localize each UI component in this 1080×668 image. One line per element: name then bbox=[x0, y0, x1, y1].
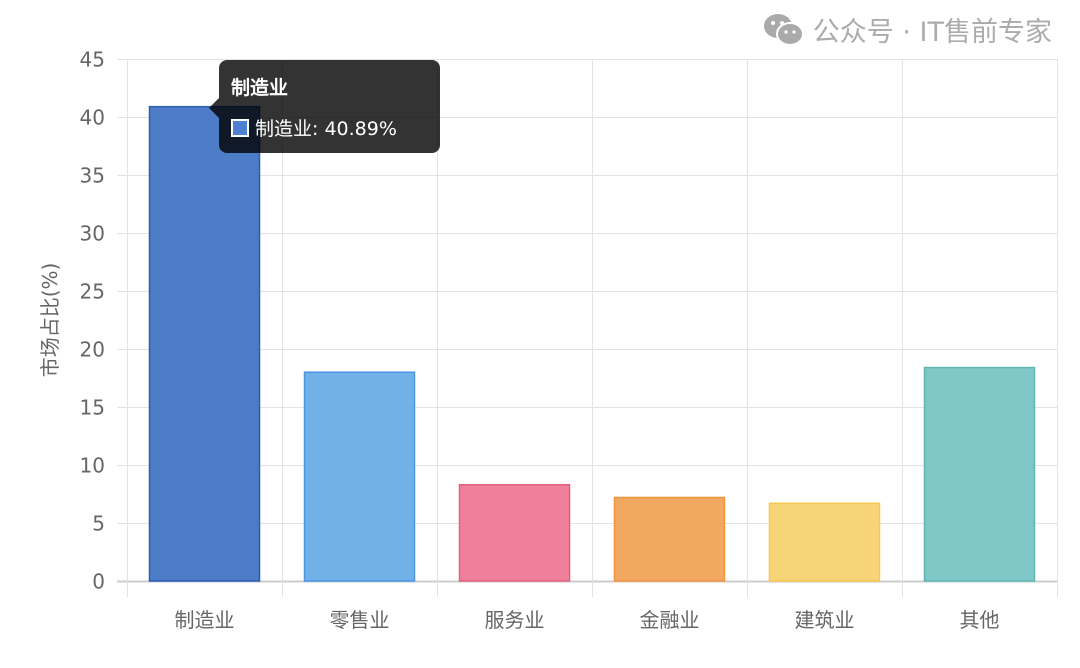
bar-5 bbox=[768, 502, 881, 582]
x-tick-label: 零售业 bbox=[330, 608, 390, 632]
x-tick-label: 建筑业 bbox=[795, 608, 855, 632]
bar-6 bbox=[923, 366, 1036, 582]
y-tick-label: 15 bbox=[80, 396, 105, 420]
tooltip: 制造业 制造业: 40.89% bbox=[209, 60, 440, 153]
x-tick-label: 其他 bbox=[960, 608, 1000, 632]
y-tick-label: 10 bbox=[80, 454, 105, 478]
bar-2 bbox=[303, 371, 416, 582]
tooltip-title: 制造业 bbox=[231, 77, 289, 99]
y-tick-label: 35 bbox=[80, 164, 105, 188]
y-tick-label: 20 bbox=[80, 338, 105, 362]
y-tick-label: 40 bbox=[80, 106, 105, 130]
x-tick-label: 金融业 bbox=[640, 608, 700, 632]
y-tick-label: 25 bbox=[80, 280, 105, 304]
tooltip-body: 制造业: 40.89% bbox=[231, 114, 397, 141]
watermark: 公众号 · IT售前专家 bbox=[763, 10, 1052, 49]
wechat-icon bbox=[763, 13, 804, 46]
bar-1 bbox=[148, 105, 261, 582]
x-tick-label: 服务业 bbox=[485, 608, 545, 632]
bar-3 bbox=[458, 483, 571, 582]
watermark-text: 公众号 · IT售前专家 bbox=[812, 17, 1052, 48]
bar-4 bbox=[613, 496, 726, 582]
y-tick-label: 0 bbox=[92, 570, 105, 594]
tooltip-swatch bbox=[231, 118, 249, 137]
x-tick-label: 制造业 bbox=[175, 608, 235, 632]
y-tick-label: 30 bbox=[80, 222, 105, 246]
y-axis-label: 市场占比(%) bbox=[38, 263, 62, 378]
y-tick-label: 45 bbox=[80, 48, 105, 72]
y-tick-label: 5 bbox=[92, 512, 105, 536]
tooltip-label: 制造业: 40.89% bbox=[255, 118, 397, 140]
